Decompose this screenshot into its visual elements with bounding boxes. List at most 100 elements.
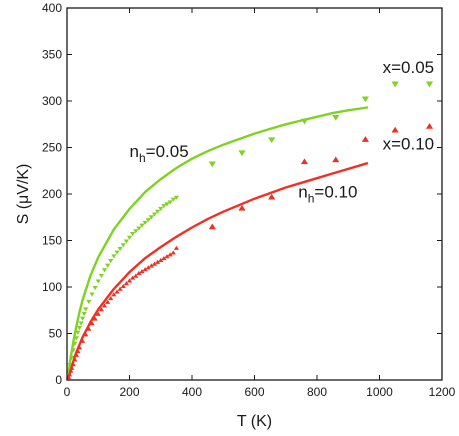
y-tick-label: 250	[42, 141, 62, 155]
dense-point-1-27	[136, 270, 142, 275]
x-tick-label: 800	[307, 385, 327, 399]
marker-layer	[208, 81, 434, 230]
dense-point-1-37	[167, 252, 173, 257]
dense-point-1-13	[92, 316, 98, 321]
data-point-x005-2	[268, 137, 276, 144]
dense-point-1-33	[155, 259, 161, 264]
dense-point-0-10	[83, 307, 89, 312]
y-axis-title: S (μV/K)	[15, 164, 32, 225]
dense-point-1-28	[139, 268, 145, 274]
y-tick-label: 350	[42, 48, 62, 62]
data-point-x010-2	[268, 193, 276, 200]
y-tick-label: 50	[49, 327, 63, 341]
x-tick-label: 600	[244, 385, 264, 399]
dense-point-0-14	[95, 279, 101, 284]
annotation-x010: x=0.10	[383, 134, 435, 153]
dense-point-1-16	[101, 303, 108, 308]
dense-point-0-29	[142, 220, 148, 226]
curve-layer	[67, 106, 369, 379]
dense-point-0-27	[136, 226, 142, 231]
x-tick-label: 1000	[366, 385, 393, 399]
dense-point-0-28	[139, 223, 145, 228]
y-tick-label: 300	[42, 94, 62, 108]
data-point-x010-6	[391, 126, 399, 133]
dense-point-0-39	[173, 195, 179, 200]
dense-point-0-20	[114, 250, 120, 255]
dense-point-1-26	[133, 273, 139, 278]
dense-point-1-30	[145, 265, 151, 270]
data-point-x005-0	[208, 161, 216, 168]
dense-point-1-32	[151, 261, 158, 266]
x-axis-title: T (K)	[237, 413, 272, 430]
curve-nh005	[67, 106, 369, 374]
dense-point-0-7	[78, 321, 84, 326]
y-tick-label: 0	[55, 373, 62, 387]
annotation-x005: x=0.05	[383, 58, 435, 77]
dense-point-1-22	[120, 283, 126, 289]
dense-point-0-13	[92, 285, 98, 291]
x-tick-label: 400	[182, 385, 202, 399]
dense-point-0-15	[98, 273, 104, 279]
dense-point-1-24	[126, 278, 133, 283]
annotation-subscript: h	[308, 192, 315, 206]
dense-point-0-11	[86, 299, 92, 305]
dense-point-0-6	[76, 325, 83, 331]
data-point-x005-5	[361, 96, 370, 103]
x-tick-label: 0	[64, 385, 71, 399]
dense-point-1-21	[117, 286, 123, 291]
y-ticks: 0 50 100 150 200 250 300 350 400	[42, 1, 442, 387]
data-point-x005-7	[425, 81, 434, 88]
dense-point-1-20	[114, 289, 120, 294]
dense-point-1-14	[95, 311, 101, 316]
data-point-x010-5	[361, 136, 370, 142]
dense-point-1-36	[164, 254, 170, 259]
dense-point-0-26	[133, 229, 139, 234]
dense-point-0-22	[120, 243, 126, 248]
annotation-nh010: nh=0.10	[298, 183, 357, 206]
dense-point-1-23	[123, 281, 129, 286]
y-tick-label: 400	[42, 1, 62, 15]
dense-point-1-29	[142, 267, 148, 272]
dense-point-1-39	[173, 245, 179, 250]
dense-point-0-5	[75, 330, 81, 335]
dense-point-1-34	[158, 257, 164, 262]
dense-point-0-37	[167, 200, 173, 205]
dense-point-1-35	[161, 255, 167, 261]
annotation-subscript: h	[139, 151, 146, 165]
dense-point-0-24	[126, 235, 133, 240]
data-point-x010-4	[332, 156, 340, 163]
dense-point-0-31	[148, 215, 154, 220]
data-point-x005-1	[238, 150, 246, 157]
dense-layer	[65, 195, 179, 380]
dense-point-1-15	[98, 307, 104, 312]
dense-point-1-17	[105, 299, 111, 304]
data-point-x005-4	[332, 115, 340, 121]
dense-point-0-12	[89, 292, 95, 297]
annotation-value: =0.05	[146, 142, 189, 161]
y-tick-label: 200	[42, 187, 62, 201]
data-point-x005-6	[391, 81, 399, 88]
annotation-value: =0.10	[314, 183, 357, 202]
x-tick-label: 1200	[429, 385, 456, 399]
dense-point-1-18	[108, 295, 114, 301]
dense-point-1-25	[130, 275, 136, 280]
x-ticks: 0 200 400 600 800 1000 1200	[64, 8, 456, 399]
dense-point-0-32	[151, 212, 158, 217]
dense-point-0-17	[105, 263, 111, 268]
dense-point-1-19	[111, 292, 117, 297]
y-tick-label: 100	[42, 280, 62, 294]
dense-point-0-19	[111, 254, 117, 259]
dense-point-0-9	[81, 312, 87, 317]
dense-point-0-36	[164, 202, 170, 207]
dense-point-0-25	[130, 232, 136, 237]
dense-point-0-33	[155, 209, 161, 214]
dense-point-1-38	[170, 250, 176, 255]
data-point-x010-1	[238, 204, 246, 211]
x-tick-label: 200	[119, 385, 139, 399]
dense-point-1-31	[148, 263, 154, 268]
dense-point-0-35	[161, 204, 167, 209]
dense-point-0-16	[101, 268, 108, 273]
data-point-x010-7	[425, 123, 434, 129]
